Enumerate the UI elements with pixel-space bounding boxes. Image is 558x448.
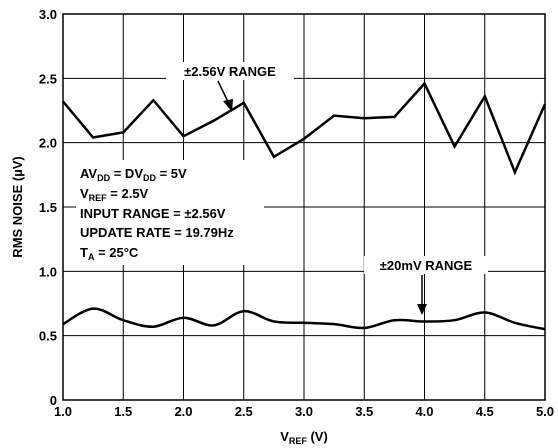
annotation-bg-high <box>166 62 294 80</box>
grid <box>62 13 546 401</box>
x-tick-label-0: 1.0 <box>54 404 72 419</box>
annotation-high-range: ±2.56V RANGE <box>184 64 276 79</box>
x-axis-label-main: V <box>280 429 289 444</box>
y-tick-label-0: 0 <box>50 393 57 408</box>
conditions-bg <box>76 160 264 265</box>
y-tick-label-2: 1.0 <box>39 264 57 279</box>
x-tick-label-1: 1.5 <box>114 404 132 419</box>
y-tick-label-5: 2.5 <box>39 71 57 86</box>
arrow-high-head <box>223 99 233 112</box>
y-tick-label-6: 3.0 <box>39 7 57 22</box>
arrow-high-line <box>217 80 230 105</box>
tick-labels: 1.0 1.5 2.0 2.5 3.0 3.5 4.0 4.5 5.0 0 0.5 1.0 1.5 2.0… <box>39 7 554 419</box>
series-line-0 <box>62 81 547 176</box>
x-axis-label: VREF (V) <box>280 429 328 446</box>
x-tick-label-5: 3.5 <box>355 404 373 419</box>
y-tick-label-1: 0.5 <box>39 329 57 344</box>
x-axis-label-unit: (V) <box>307 429 328 444</box>
x-tick-label-4: 3.0 <box>295 404 313 419</box>
x-axis-label-sub: REF <box>289 436 308 446</box>
x-tick-label-8: 5.0 <box>536 404 554 419</box>
condition-update-rate: UPDATE RATE = 19.79Hz <box>80 225 234 240</box>
condition-temperature: TA = 25°C <box>80 245 139 262</box>
x-tick-label-6: 4.0 <box>415 404 433 419</box>
series-line-1 <box>62 307 546 331</box>
arrow-low-head <box>417 304 427 315</box>
condition-vref: VREF = 2.5V <box>80 186 149 203</box>
plot-frame <box>62 13 546 401</box>
annotation-low-range: ±20mV RANGE <box>380 258 473 273</box>
conditions-box: AVDD = DVDD = 5V VREF = 2.5V INPUT RANGE… <box>80 166 234 262</box>
x-tick-label-3: 2.5 <box>235 404 253 419</box>
condition-supply: AVDD = DVDD = 5V <box>80 166 187 183</box>
y-tick-label-3: 1.5 <box>39 200 57 215</box>
series-lines <box>62 81 547 331</box>
x-tick-label-7: 4.5 <box>476 404 494 419</box>
x-tick-label-2: 2.0 <box>174 404 192 419</box>
condition-input-range: INPUT RANGE = ±2.56V <box>80 206 226 221</box>
annotation-bg-low <box>364 256 488 274</box>
y-tick-label-4: 2.0 <box>39 136 57 151</box>
y-axis-label: RMS NOISE (µV) <box>10 156 25 257</box>
